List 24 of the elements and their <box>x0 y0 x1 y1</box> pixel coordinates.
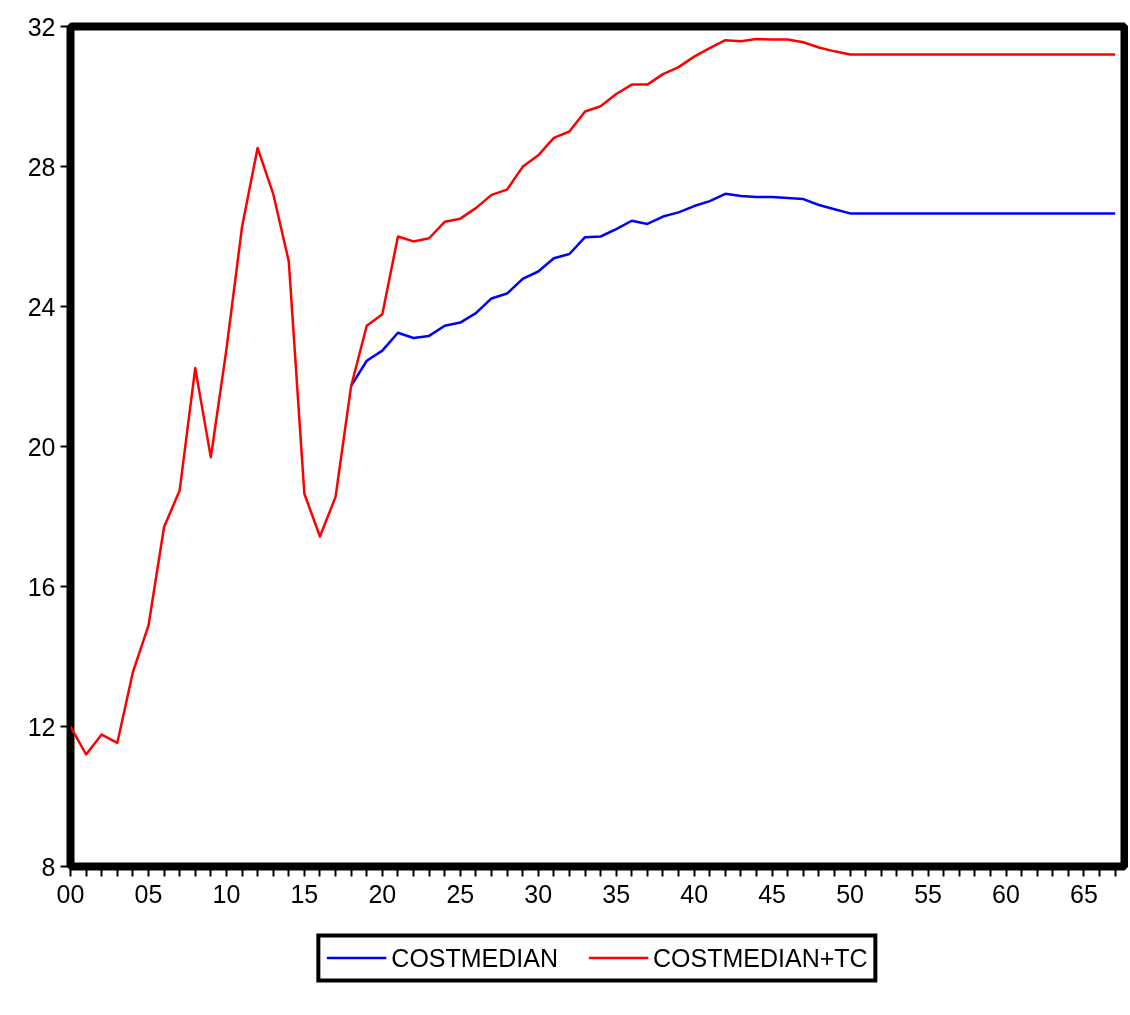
x-tick-label: 45 <box>758 879 787 908</box>
y-tick-label: 24 <box>27 292 56 321</box>
x-tick-label: 40 <box>680 879 709 908</box>
line-series <box>70 37 1117 756</box>
x-tick-label: 15 <box>290 879 319 908</box>
x-tick-label: 00 <box>56 879 85 908</box>
x-tick-label: 50 <box>836 879 864 908</box>
x-tick-label: 25 <box>446 879 475 908</box>
legend-label: COSTMEDIAN+TC <box>653 943 868 972</box>
x-tick-label: 20 <box>368 879 397 908</box>
x-tick-label: 30 <box>524 879 553 908</box>
y-tick-label: 28 <box>27 152 56 181</box>
x-tick-label: 55 <box>914 879 942 908</box>
x-tick-label: 65 <box>1070 879 1098 908</box>
x-tick-label: 35 <box>602 879 631 908</box>
legend-label: COSTMEDIAN <box>391 943 559 972</box>
x-tick-label: 10 <box>212 879 241 908</box>
y-tick-label: 8 <box>41 852 56 881</box>
x-tick-label: 60 <box>992 879 1020 908</box>
y-tick-label: 32 <box>27 12 56 41</box>
y-tick-label: 12 <box>27 712 56 741</box>
y-tick-label: 16 <box>27 572 56 601</box>
y-tick-label: 20 <box>27 432 56 461</box>
x-tick-label: 05 <box>134 879 163 908</box>
